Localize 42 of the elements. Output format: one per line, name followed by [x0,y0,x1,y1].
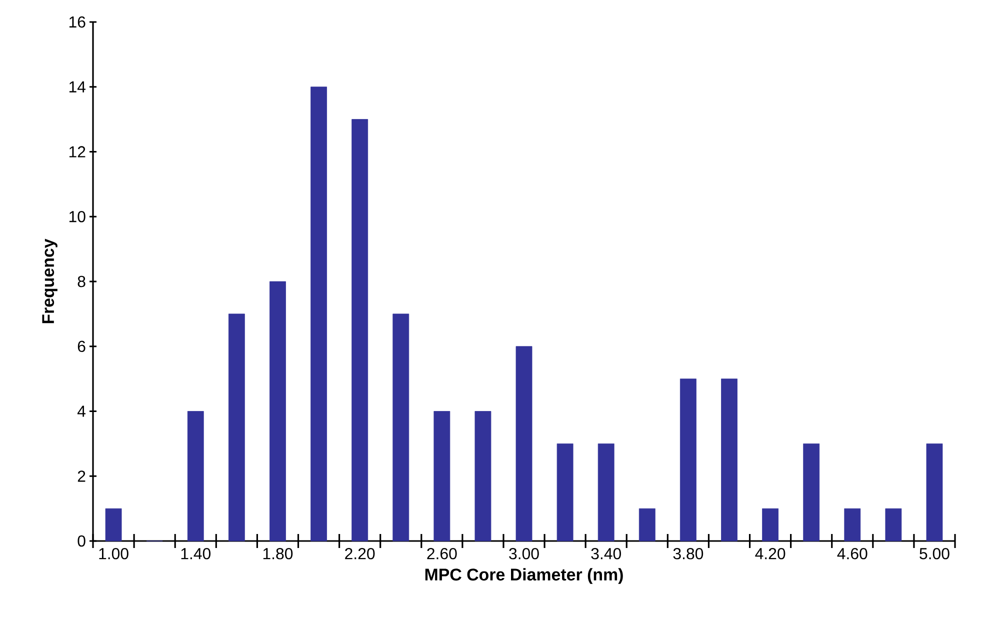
x-tick-label: 4.20 [755,548,786,560]
bar [762,508,778,542]
y-axis-title: Frequency [42,238,58,324]
y-tick-label: 6 [78,340,86,352]
x-tick-label: 2.20 [345,548,375,560]
bar [598,443,614,542]
x-tick-label: 2.60 [427,548,457,560]
bar [638,508,656,542]
x-tick-label: 3.40 [591,548,621,560]
bar [844,508,861,542]
bar [803,443,820,542]
y-tick-label: 0 [78,535,86,547]
bar [105,508,122,542]
x-tick-label: 1.80 [263,548,293,560]
bar [228,314,245,542]
x-tick-label: 1.40 [181,548,210,560]
x-tick-label: 3.00 [509,548,539,560]
x-tick-label: 3.80 [673,548,704,560]
bar [474,411,492,542]
bar [680,378,696,542]
bar [310,86,327,542]
x-tick-label: 1.00 [99,548,128,560]
bar [352,119,368,542]
bar [392,314,410,542]
bar [885,508,902,542]
bar [556,443,574,542]
y-tick-label: 14 [69,81,86,92]
y-tick-label: 8 [78,276,86,288]
y-tick-label: 12 [69,146,86,158]
bar [721,378,738,542]
y-tick-label: 2 [78,470,86,482]
bar [187,411,204,542]
bar [270,281,286,542]
bar [516,346,532,542]
x-tick-label: 4.60 [837,548,868,560]
y-tick-label: 16 [69,16,86,28]
bar [434,411,450,542]
bar [926,443,943,542]
y-tick-label: 10 [69,210,86,222]
x-axis-title: MPC Core Diameter (nm) [425,568,623,584]
x-tick-label: 5.00 [920,548,950,560]
y-tick-label: 4 [77,406,86,417]
